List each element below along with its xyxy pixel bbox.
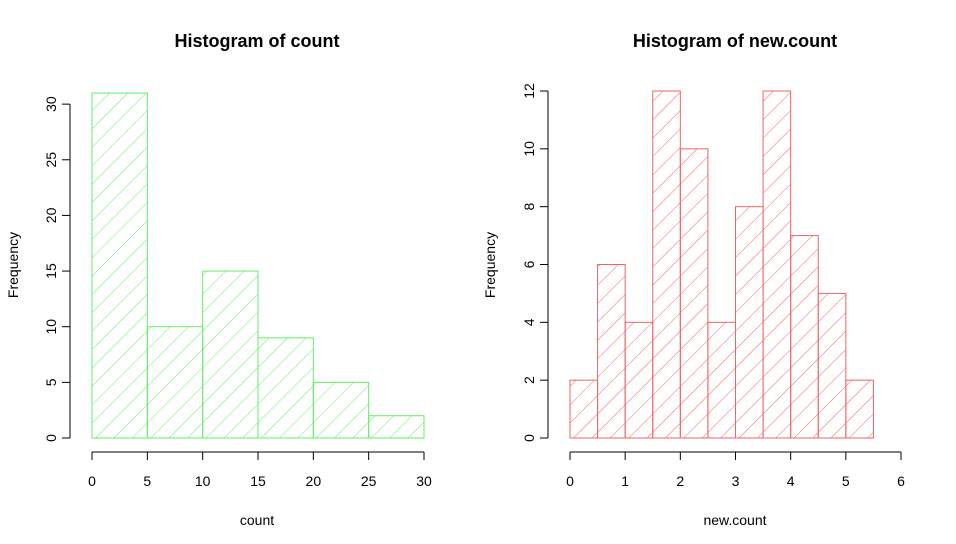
x-tick-label: 0 xyxy=(566,473,574,489)
y-axis: 0 5 10 15 20 25 30 xyxy=(43,96,71,442)
y-tick-label: 6 xyxy=(521,260,537,268)
histogram-panel-count: Histogram of count 0 5 10 15 20 25 30 0 5 10 15 20… xyxy=(5,31,432,528)
x-tick-label: 20 xyxy=(306,473,322,489)
histogram-bar xyxy=(202,270,259,439)
y-tick-label: 10 xyxy=(521,141,537,157)
histogram-bar xyxy=(91,92,148,439)
y-tick-label: 10 xyxy=(43,319,59,335)
x-tick-label: 0 xyxy=(88,473,96,489)
y-tick-label: 8 xyxy=(521,203,537,211)
y-axis-label: Frequency xyxy=(482,232,498,298)
x-tick-label: 2 xyxy=(676,473,684,489)
histogram-bar xyxy=(762,90,792,439)
x-tick-label: 5 xyxy=(143,473,151,489)
histogram-bar xyxy=(146,326,204,439)
histogram-bar xyxy=(597,264,626,439)
y-tick-label: 0 xyxy=(43,434,59,442)
y-tick-label: 0 xyxy=(521,434,537,442)
histogram-bar xyxy=(569,379,599,439)
x-tick-label: 3 xyxy=(732,473,740,489)
y-tick-label: 4 xyxy=(521,318,537,326)
chart-title: Histogram of new.count xyxy=(633,31,837,51)
y-tick-label: 25 xyxy=(43,152,59,168)
x-axis: 0 1 2 3 4 5 6 xyxy=(566,451,905,489)
x-tick-label: 1 xyxy=(621,473,629,489)
bars-group xyxy=(91,92,425,439)
y-tick-label: 20 xyxy=(43,207,59,223)
y-tick-label: 15 xyxy=(43,263,59,279)
histogram-bar xyxy=(679,148,709,439)
y-tick-label: 5 xyxy=(43,378,59,386)
x-tick-label: 25 xyxy=(361,473,377,489)
x-axis-label: count xyxy=(240,512,274,528)
histogram-bar xyxy=(735,206,764,439)
histogram-bar xyxy=(368,415,425,439)
y-tick-label: 12 xyxy=(521,83,537,99)
y-tick-label: 2 xyxy=(521,376,537,384)
x-tick-label: 5 xyxy=(842,473,850,489)
x-tick-label: 30 xyxy=(416,473,432,489)
x-tick-label: 6 xyxy=(897,473,905,489)
histogram-bar xyxy=(652,90,681,439)
histogram-bar xyxy=(624,321,654,439)
x-tick-label: 10 xyxy=(195,473,211,489)
x-tick-label: 4 xyxy=(787,473,795,489)
histogram-bar xyxy=(312,381,370,439)
histogram-bar xyxy=(790,235,819,439)
y-tick-label: 30 xyxy=(43,96,59,112)
x-tick-label: 15 xyxy=(250,473,266,489)
y-axis: 0 2 4 6 8 10 12 xyxy=(521,83,549,442)
x-axis-label: new.count xyxy=(703,512,766,528)
histogram-bar xyxy=(257,337,314,439)
chart-title: Histogram of count xyxy=(175,31,340,51)
y-axis-label: Frequency xyxy=(5,232,21,298)
histogram-bar xyxy=(845,379,874,439)
bars-group xyxy=(569,90,874,439)
x-axis: 0 5 10 15 20 25 30 xyxy=(88,451,432,489)
histogram-bar xyxy=(817,292,847,439)
histogram-bar xyxy=(707,321,737,439)
